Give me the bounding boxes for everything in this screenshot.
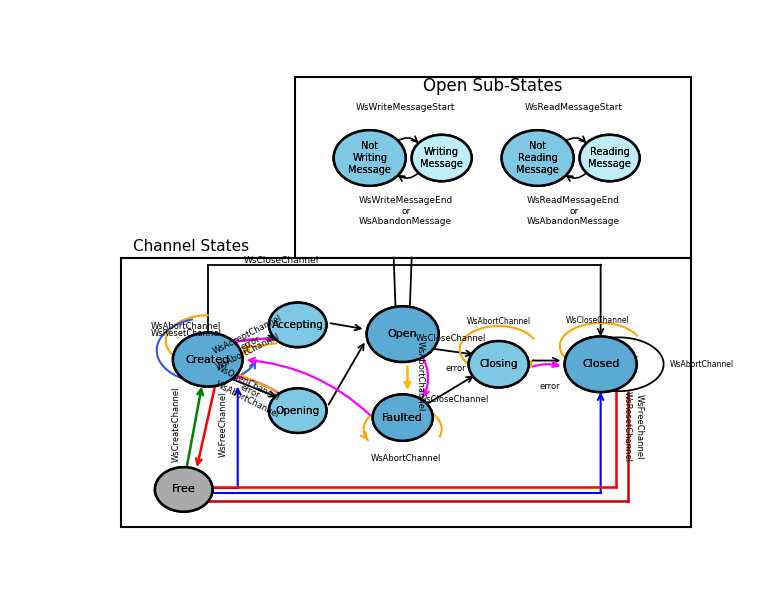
Circle shape	[502, 130, 574, 186]
Circle shape	[334, 130, 406, 186]
Circle shape	[155, 467, 213, 512]
Text: WsCreateChannel: WsCreateChannel	[172, 386, 180, 462]
Circle shape	[367, 306, 439, 362]
Text: Writing
Message: Writing Message	[420, 147, 463, 169]
Text: WsResetChannel: WsResetChannel	[623, 391, 632, 462]
Text: WsWriteMessageStart: WsWriteMessageStart	[356, 104, 455, 113]
FancyBboxPatch shape	[121, 258, 690, 527]
Circle shape	[412, 135, 471, 181]
Circle shape	[373, 394, 433, 441]
Circle shape	[502, 130, 574, 186]
Circle shape	[580, 135, 639, 181]
Text: WsAbortChannel: WsAbortChannel	[151, 321, 221, 330]
Text: Writing
Message: Writing Message	[420, 147, 463, 169]
Text: WsAbortChannel: WsAbortChannel	[214, 379, 280, 420]
Text: WsOpenChannel: WsOpenChannel	[214, 363, 281, 403]
Text: Created: Created	[186, 355, 230, 365]
Text: WsFreeChannel: WsFreeChannel	[635, 394, 644, 459]
Text: Open: Open	[388, 329, 417, 339]
Text: WsCloseChannel: WsCloseChannel	[416, 334, 486, 343]
Text: error: error	[240, 335, 262, 352]
Text: Not
Writing
Message: Not Writing Message	[348, 141, 391, 175]
Text: WsCloseChannel: WsCloseChannel	[566, 315, 629, 324]
Text: Free: Free	[172, 485, 196, 494]
Text: Created: Created	[186, 355, 230, 365]
Text: Open: Open	[388, 329, 417, 339]
Text: WsAbortChannel: WsAbortChannel	[467, 317, 531, 326]
Text: Channel States: Channel States	[133, 239, 249, 254]
Text: Free: Free	[172, 485, 196, 494]
Circle shape	[469, 341, 529, 388]
Text: WsReadMessageStart: WsReadMessageStart	[525, 104, 622, 113]
Circle shape	[565, 337, 636, 392]
Text: Accepting: Accepting	[272, 320, 324, 330]
Text: Closing: Closing	[479, 359, 518, 369]
Text: WsFreeChannel: WsFreeChannel	[218, 392, 228, 458]
Text: error: error	[239, 382, 262, 400]
Circle shape	[469, 341, 529, 388]
Text: Not
Reading
Message: Not Reading Message	[516, 141, 559, 175]
Text: Accepting: Accepting	[272, 320, 324, 330]
Text: WsResetChannel: WsResetChannel	[151, 329, 221, 338]
Circle shape	[269, 388, 327, 433]
Text: WsReadMessageEnd
or
WsAbandonMessage: WsReadMessageEnd or WsAbandonMessage	[527, 196, 620, 226]
Text: WsCloseChannel: WsCloseChannel	[419, 395, 489, 404]
Circle shape	[412, 135, 471, 181]
Circle shape	[367, 306, 439, 362]
Circle shape	[269, 303, 327, 347]
FancyBboxPatch shape	[295, 77, 690, 258]
Text: Not
Reading
Message: Not Reading Message	[516, 141, 559, 175]
Text: Opening: Opening	[276, 406, 320, 415]
Text: Open Sub-States: Open Sub-States	[423, 77, 563, 95]
Text: Opening: Opening	[276, 406, 320, 415]
Text: Closing: Closing	[479, 359, 518, 369]
Text: Faulted: Faulted	[382, 412, 423, 423]
Text: WsAbortChannel: WsAbortChannel	[214, 332, 281, 372]
Text: Closed: Closed	[582, 359, 619, 369]
Text: WsAbortChannel: WsAbortChannel	[416, 341, 425, 411]
Text: error: error	[539, 382, 560, 391]
Text: Closed: Closed	[582, 359, 619, 369]
Text: Faulted: Faulted	[382, 412, 423, 423]
Circle shape	[155, 467, 213, 512]
Circle shape	[334, 130, 406, 186]
Circle shape	[580, 135, 639, 181]
Circle shape	[173, 333, 242, 386]
Text: Reading
Message: Reading Message	[588, 147, 631, 169]
Text: WsWriteMessageEnd
or
WsAbandonMessage: WsWriteMessageEnd or WsAbandonMessage	[358, 196, 453, 226]
Circle shape	[269, 303, 327, 347]
Text: WsAcceptChannel: WsAcceptChannel	[212, 314, 284, 356]
Circle shape	[269, 388, 327, 433]
Text: error: error	[446, 364, 467, 373]
Circle shape	[565, 337, 636, 392]
Text: WsAbortChannel: WsAbortChannel	[670, 360, 734, 369]
Circle shape	[173, 333, 242, 386]
Circle shape	[373, 394, 433, 441]
Text: Not
Writing
Message: Not Writing Message	[348, 141, 391, 175]
Text: WsCloseChannel: WsCloseChannel	[244, 256, 319, 265]
Text: WsAbortChannel: WsAbortChannel	[371, 454, 441, 463]
Text: Reading
Message: Reading Message	[588, 147, 631, 169]
